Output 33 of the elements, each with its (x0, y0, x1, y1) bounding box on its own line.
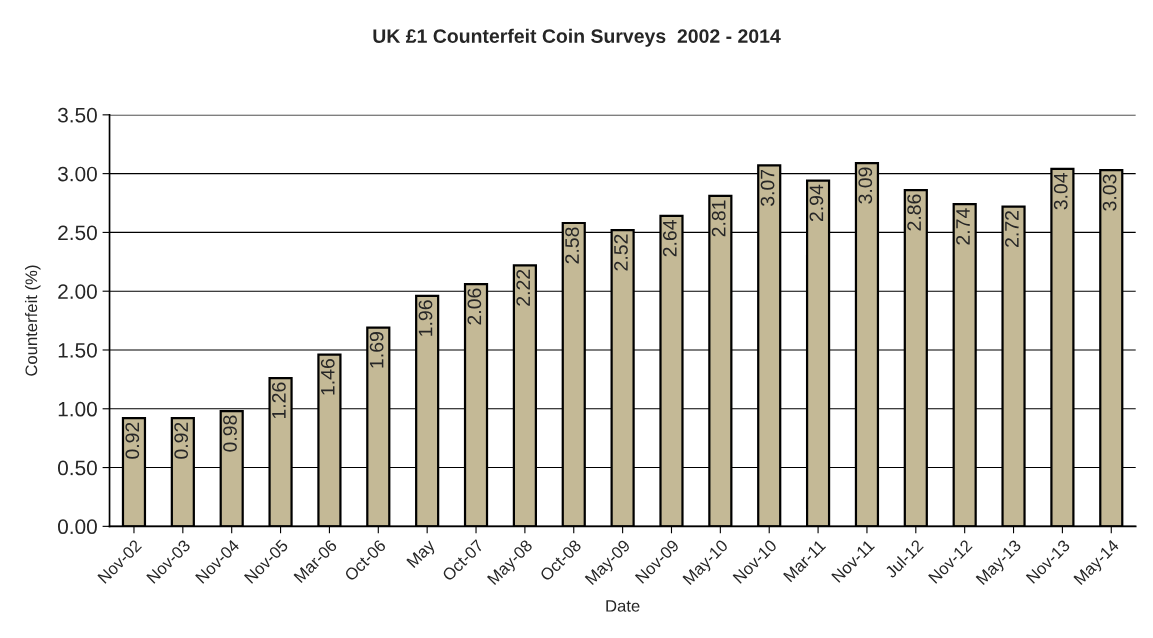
data-label: 0.98 (223, 415, 237, 452)
y-tick-label: 2.50 (58, 225, 97, 241)
x-axis-title: Date (606, 600, 640, 612)
chart-title: UK £1 Counterfeit Coin Surveys 2002 - 2014 (373, 28, 781, 47)
data-label: 1.26 (272, 382, 286, 419)
data-label: 2.58 (565, 227, 579, 264)
y-tick-label: 2.00 (58, 284, 97, 299)
y-tick-label: 3.00 (57, 166, 97, 182)
data-label: 2.81 (711, 200, 726, 237)
data-label: 2.22 (516, 269, 530, 306)
y-tick-label: 0.50 (58, 460, 97, 476)
data-label: 1.69 (369, 332, 384, 368)
data-label: 3.09 (858, 167, 873, 204)
data-label: 3.04 (1053, 173, 1068, 210)
y-tick-label: 1.50 (58, 342, 97, 358)
data-label: 3.03 (1102, 174, 1117, 211)
data-label: 2.06 (467, 288, 482, 325)
data-label: 1.96 (418, 300, 433, 336)
data-label: 2.52 (614, 234, 628, 271)
data-label: 2.72 (1004, 211, 1019, 247)
data-label: 2.86 (907, 194, 922, 231)
data-label: 0.92 (174, 422, 189, 459)
x-tick-label: May (406, 538, 439, 571)
y-tick-label: 0.00 (58, 519, 97, 535)
data-label: 0.92 (125, 422, 140, 459)
data-label: 2.74 (956, 208, 970, 245)
y-tick-label: 1.00 (58, 401, 97, 417)
y-axis-title: Counterfeit (%) (24, 265, 41, 376)
data-label: 1.46 (320, 359, 335, 395)
data-label: 2.64 (662, 220, 677, 257)
data-label: 2.94 (809, 184, 824, 222)
data-label: 3.07 (760, 169, 775, 207)
y-tick-label: 3.50 (57, 107, 97, 123)
